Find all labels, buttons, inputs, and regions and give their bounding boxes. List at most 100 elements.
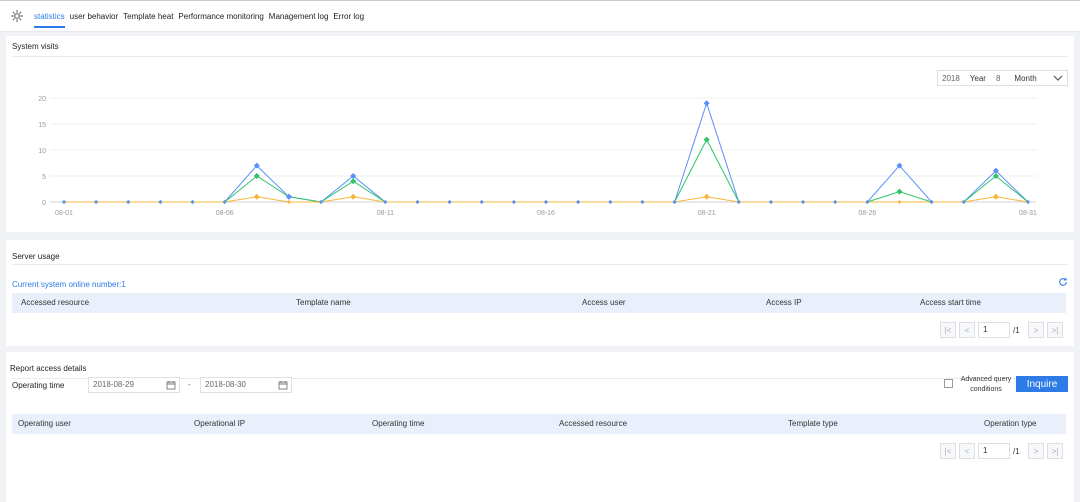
date-from-value: 2018-08-29 xyxy=(93,380,134,389)
data-point xyxy=(350,193,357,200)
data-point xyxy=(961,200,966,204)
online-number: Current system online number:1 xyxy=(12,280,126,289)
data-point xyxy=(222,200,227,204)
data-point xyxy=(350,178,357,185)
y-tick-label: 0 xyxy=(42,200,46,207)
calendar-icon[interactable] xyxy=(166,380,176,390)
series-line-0 xyxy=(64,101,1029,203)
gear-icon[interactable] xyxy=(10,9,24,23)
y-tick-label: 20 xyxy=(38,96,46,103)
data-point xyxy=(833,200,838,204)
col-accessed-resource: Accessed resource xyxy=(559,419,628,428)
system-visits-title: System visits xyxy=(12,42,59,51)
data-point xyxy=(253,162,260,169)
date-to-input[interactable]: 2018-08-30 xyxy=(200,377,292,393)
data-point xyxy=(511,200,516,204)
visits-chart: 0 5 10 15 20 08-01 08-06 08-11 08-16 08-21 08-26 08… xyxy=(38,96,1037,217)
page-total: /1 xyxy=(1013,446,1020,456)
server-table-header: Accessed resource Template name Access u… xyxy=(12,293,1066,313)
col-accessed-resource: Accessed resource xyxy=(21,298,90,307)
operating-time-label: Operating time xyxy=(12,381,65,390)
tab-user-behavior[interactable]: user behavior xyxy=(69,12,119,21)
tab-template-heat[interactable]: Template heat xyxy=(123,12,174,21)
y-tick-label: 5 xyxy=(42,174,46,181)
x-tick-label: 08-06 xyxy=(216,210,234,217)
data-point xyxy=(253,193,260,200)
data-point xyxy=(285,193,292,200)
calendar-icon[interactable] xyxy=(278,380,288,390)
x-tick-label: 08-11 xyxy=(377,210,394,217)
data-point xyxy=(865,200,870,204)
col-operating-user: Operating user xyxy=(18,419,71,428)
data-point xyxy=(319,200,324,204)
data-point xyxy=(158,200,163,204)
advanced-query-checkbox[interactable] xyxy=(944,379,953,388)
tab-statistics[interactable]: statistics xyxy=(34,1,65,32)
col-operation-type: Operation type xyxy=(984,419,1037,428)
col-operational-ip: Operational IP xyxy=(194,419,246,428)
data-point xyxy=(383,200,388,204)
first-page-button[interactable]: |< xyxy=(940,443,956,459)
data-point xyxy=(479,200,484,204)
data-point xyxy=(640,200,645,204)
y-tick-label: 10 xyxy=(38,148,46,155)
tab-error-log[interactable]: Error log xyxy=(333,12,365,21)
data-point xyxy=(62,200,66,204)
data-point xyxy=(736,200,741,204)
x-tick-label: 08-21 xyxy=(698,210,716,217)
divider xyxy=(12,378,1068,379)
divider xyxy=(12,264,1068,265)
data-point xyxy=(992,173,999,179)
data-point xyxy=(992,193,999,200)
tab-performance-monitoring[interactable]: Performance monitoring xyxy=(178,12,264,21)
data-point xyxy=(544,200,548,204)
data-point xyxy=(350,173,357,179)
data-point xyxy=(672,200,677,204)
data-point xyxy=(703,100,710,107)
top-tab-bar: statistics user behavior Template heat P… xyxy=(0,0,1080,32)
server-usage-panel: Server usage Current system online numbe… xyxy=(6,240,1074,346)
data-point xyxy=(190,200,195,204)
data-point xyxy=(576,200,581,204)
date-from-input[interactable]: 2018-08-29 xyxy=(88,377,180,393)
page-input[interactable]: 1 xyxy=(978,443,1010,459)
col-access-start-time: Access start time xyxy=(920,298,981,307)
month-label: Month xyxy=(1014,73,1037,83)
next-page-button[interactable]: > xyxy=(1028,322,1044,338)
year-month-picker[interactable]: 2018 Year 8 Month xyxy=(937,70,1068,86)
tab-management-log[interactable]: Management log xyxy=(268,12,329,21)
data-point xyxy=(897,200,902,204)
prev-page-button[interactable]: < xyxy=(959,443,975,459)
prev-page-button[interactable]: < xyxy=(959,322,975,338)
page-input[interactable]: 1 xyxy=(978,322,1010,338)
data-point xyxy=(94,200,99,204)
report-access-panel: Report access details Operating time 201… xyxy=(6,352,1074,502)
divider xyxy=(12,56,1068,57)
col-access-ip: Access IP xyxy=(766,298,802,307)
data-point xyxy=(929,200,934,204)
month-value: 8 xyxy=(995,73,1001,83)
report-access-title: Report access details xyxy=(10,364,87,373)
data-point xyxy=(126,200,131,204)
last-page-button[interactable]: >| xyxy=(1047,322,1063,338)
col-template-type: Template type xyxy=(788,419,838,428)
col-access-user: Access user xyxy=(582,298,626,307)
inquire-button[interactable]: Inquire xyxy=(1016,376,1068,392)
year-label: Year xyxy=(969,73,986,83)
next-page-button[interactable]: > xyxy=(1028,443,1044,459)
x-tick-label: 08-26 xyxy=(858,210,876,217)
data-point xyxy=(992,167,999,174)
data-point xyxy=(896,162,903,169)
series-line-1 xyxy=(64,138,1029,203)
col-operating-time: Operating time xyxy=(372,419,425,428)
last-page-button[interactable]: >| xyxy=(1047,443,1063,459)
date-range-separator: - xyxy=(188,380,191,389)
system-visits-panel: System visits 2018 Year 8 Month 0 5 10 15 20… xyxy=(6,36,1074,232)
first-page-button[interactable]: |< xyxy=(940,322,956,338)
data-point xyxy=(1026,200,1030,204)
refresh-icon[interactable] xyxy=(1058,277,1068,287)
x-tick-label: 08-31 xyxy=(1019,210,1037,217)
report-table-header: Operating user Operational IP Operating … xyxy=(12,414,1066,434)
date-to-value: 2018-08-30 xyxy=(205,380,246,389)
chevron-down-icon[interactable] xyxy=(1053,74,1063,82)
